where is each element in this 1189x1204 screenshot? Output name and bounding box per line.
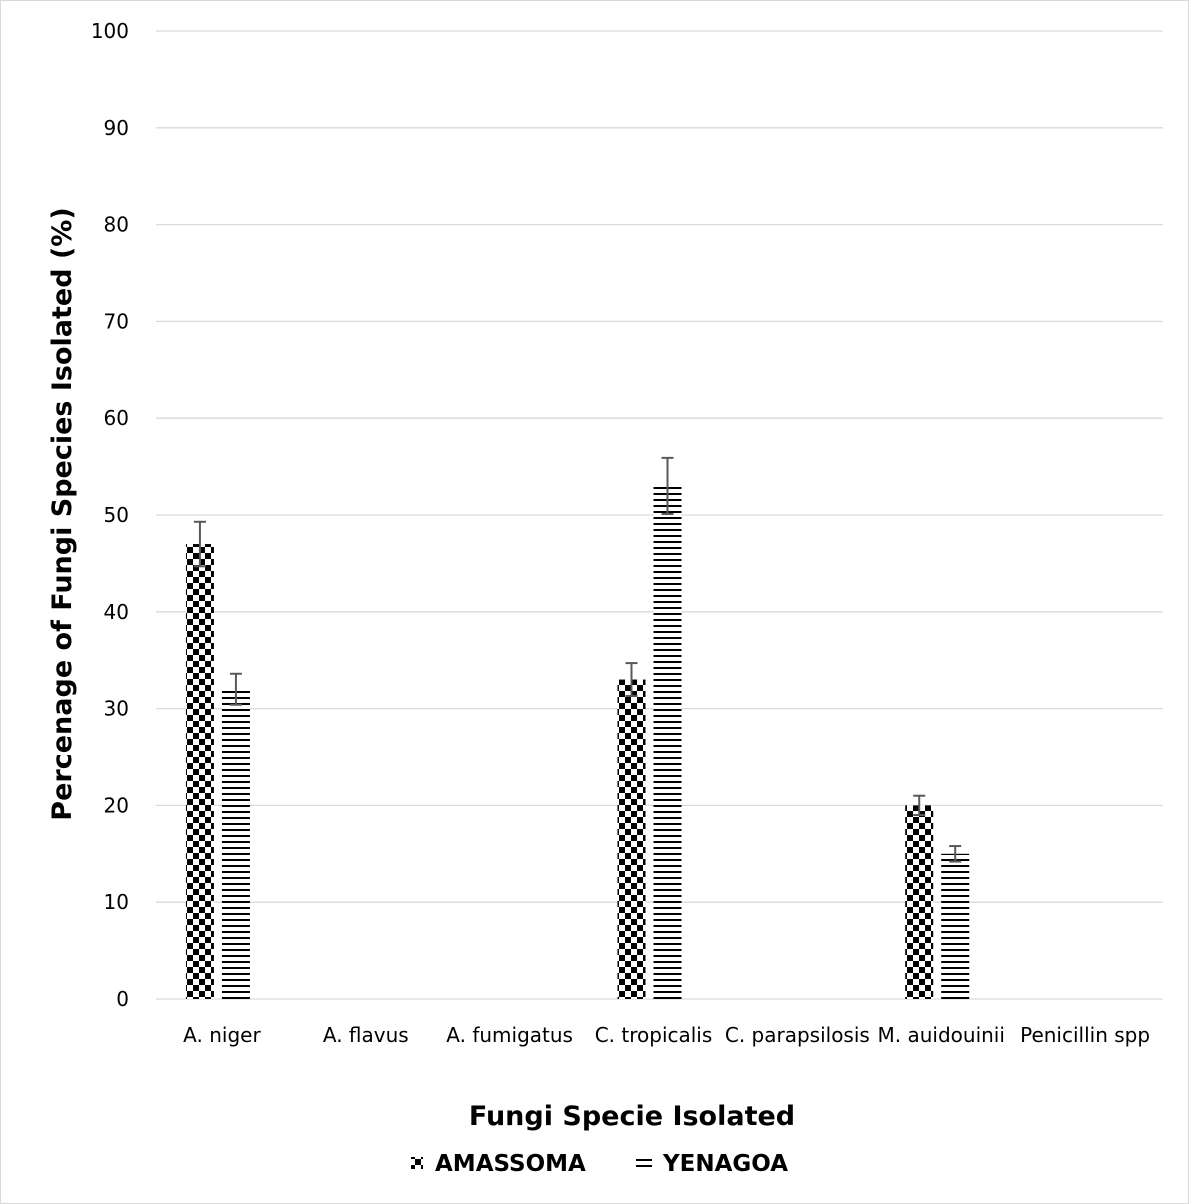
bar-yenagoa bbox=[941, 853, 970, 999]
legend-label-amassoma: AMASSOMA bbox=[435, 1151, 586, 1177]
x-tick-label: Penicillin spp bbox=[1020, 1023, 1150, 1047]
x-tick-label: C. tropicalis bbox=[595, 1023, 713, 1047]
bar-yenagoa bbox=[653, 485, 682, 1000]
x-axis-ticks: A. niger A. flavus A. fumigatus C. tropical… bbox=[183, 1023, 1150, 1047]
x-tick-label: A. flavus bbox=[323, 1023, 409, 1047]
x-axis-title: Fungi Specie Isolated bbox=[469, 1101, 795, 1132]
legend: AMASSOMA YENAGOA bbox=[411, 1151, 788, 1177]
y-tick-label: 80 bbox=[104, 213, 129, 237]
y-tick-label: 10 bbox=[104, 890, 129, 914]
y-axis-ticks: 0 10 20 30 40 50 60 70 80 90 100 bbox=[91, 19, 129, 1011]
bar-amassoma bbox=[905, 805, 934, 999]
y-tick-label: 100 bbox=[91, 19, 129, 43]
bar-amassoma bbox=[617, 679, 646, 999]
y-tick-label: 50 bbox=[104, 503, 129, 527]
y-tick-label: 0 bbox=[116, 987, 129, 1011]
legend-swatch-yenagoa bbox=[636, 1157, 652, 1169]
legend-swatch-amassoma bbox=[411, 1157, 423, 1169]
x-tick-label: M. auidouinii bbox=[878, 1023, 1005, 1047]
y-tick-label: 30 bbox=[104, 697, 129, 721]
x-tick-label: C. parapsilosis bbox=[725, 1023, 870, 1047]
legend-label-yenagoa: YENAGOA bbox=[662, 1151, 788, 1177]
y-axis-title: Percenage of Fungi Species Isolated (%) bbox=[47, 207, 78, 820]
bar-yenagoa bbox=[221, 689, 250, 999]
y-tick-label: 60 bbox=[104, 406, 129, 430]
y-tick-label: 20 bbox=[104, 793, 129, 817]
bars bbox=[185, 485, 970, 1000]
x-tick-label: A. fumigatus bbox=[446, 1023, 573, 1047]
x-tick-label: A. niger bbox=[183, 1023, 261, 1047]
error-bars bbox=[193, 456, 962, 863]
bar-amassoma bbox=[185, 544, 214, 999]
y-tick-label: 90 bbox=[104, 116, 129, 140]
y-tick-label: 70 bbox=[104, 309, 129, 333]
y-tick-label: 40 bbox=[104, 600, 129, 624]
